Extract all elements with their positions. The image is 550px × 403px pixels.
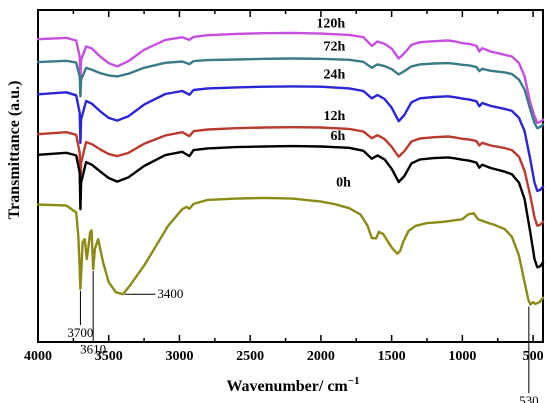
plot-frame bbox=[37, 9, 544, 343]
series-label-layer: 120h 72h 24h 12h 6h 0h bbox=[316, 16, 351, 190]
x-tick-label: 2500 bbox=[236, 349, 264, 364]
series-label-120h: 120h bbox=[316, 16, 345, 31]
series-layer bbox=[36, 31, 545, 306]
series-24h-line bbox=[36, 85, 545, 193]
y-axis-title: Transmittance (a.u.) bbox=[6, 81, 23, 220]
annotation-3700: 3700 bbox=[67, 325, 93, 340]
x-tick-label: 1000 bbox=[448, 349, 476, 364]
series-label-0h: 0h bbox=[336, 176, 351, 191]
series-label-24h: 24h bbox=[323, 68, 345, 83]
series-12h-line bbox=[36, 126, 545, 227]
axis-layer: Wavenumber/ cm−1 Transmittance (a.u.) 40… bbox=[6, 10, 544, 395]
x-tick-label: 500 bbox=[523, 349, 544, 364]
series-label-72h: 72h bbox=[323, 40, 345, 55]
x-tick-label: 2000 bbox=[307, 349, 335, 364]
series-0h-line bbox=[36, 196, 545, 306]
series-label-6h: 6h bbox=[330, 129, 345, 144]
series-6h-line bbox=[36, 144, 545, 269]
series-label-12h: 12h bbox=[323, 109, 345, 124]
annotation-530: 530 bbox=[519, 393, 539, 403]
series-120h-line bbox=[36, 31, 545, 125]
annotation-3610: 3610 bbox=[80, 342, 106, 357]
annotation-layer: 3700 3610 3400 530 bbox=[67, 270, 539, 403]
annotation-3400: 3400 bbox=[157, 286, 183, 301]
x-tick-label: 3500 bbox=[95, 349, 123, 364]
x-tick-label: 1500 bbox=[378, 349, 406, 364]
series-72h-line bbox=[36, 57, 545, 130]
x-tick-label: 4000 bbox=[24, 349, 52, 364]
x-axis-title: Wavenumber/ cm−1 bbox=[226, 375, 359, 395]
x-tick-label: 3000 bbox=[165, 349, 193, 364]
plot-area bbox=[37, 9, 544, 343]
